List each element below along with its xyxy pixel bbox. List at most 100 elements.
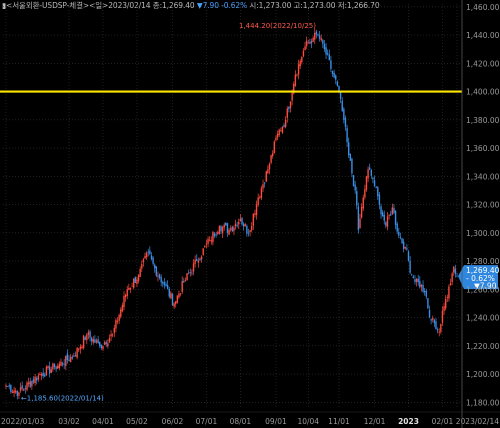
candle-body bbox=[428, 310, 431, 318]
candle-body bbox=[451, 273, 453, 282]
candle-body bbox=[415, 278, 418, 282]
candle-body bbox=[14, 390, 17, 393]
y-tick-label: 1,240.00 bbox=[466, 314, 500, 323]
candle-body bbox=[390, 214, 392, 216]
y-tick-label: 1,200.00 bbox=[466, 370, 500, 379]
candle-body bbox=[181, 280, 183, 292]
candle-body bbox=[5, 385, 7, 387]
candle-body bbox=[246, 225, 248, 234]
y-tick-label: 1,220.00 bbox=[466, 342, 500, 351]
candle-body bbox=[163, 282, 166, 286]
candle-body bbox=[417, 278, 419, 283]
candle-body bbox=[78, 349, 80, 351]
candle-body bbox=[367, 169, 369, 179]
candle-body bbox=[139, 268, 141, 277]
candle-body bbox=[13, 390, 15, 394]
candle-body bbox=[81, 346, 83, 349]
candle-body bbox=[236, 225, 238, 227]
candle-body bbox=[273, 141, 276, 154]
candle-body bbox=[39, 374, 41, 376]
candle-body bbox=[288, 106, 290, 109]
header-date: 2023/02/14 bbox=[108, 1, 151, 10]
candle-body bbox=[263, 182, 266, 184]
candle-body bbox=[228, 230, 230, 235]
candle-body bbox=[393, 207, 395, 213]
candle-body bbox=[275, 137, 277, 141]
chart-header: ▮<서울외환-USDSP-체결><일>2023/02/14 종:1,269.40… bbox=[2, 0, 380, 11]
candle-body bbox=[57, 365, 59, 369]
candle-body bbox=[100, 344, 103, 349]
candle-body bbox=[249, 230, 251, 233]
candle-body bbox=[199, 258, 201, 261]
candle-body bbox=[247, 232, 250, 234]
candle-body bbox=[357, 206, 360, 231]
candle-body bbox=[239, 218, 242, 222]
candle-body bbox=[241, 217, 243, 225]
candle-body bbox=[446, 297, 449, 299]
candle-body bbox=[293, 84, 295, 94]
candle-body bbox=[284, 119, 287, 127]
candle-body bbox=[194, 259, 196, 264]
candle-body bbox=[108, 338, 111, 343]
candle-body bbox=[370, 169, 373, 176]
candle-body bbox=[380, 206, 382, 215]
candle-body bbox=[291, 92, 293, 101]
candle-body bbox=[179, 293, 182, 295]
candle-body bbox=[79, 346, 82, 350]
candle-body bbox=[95, 340, 98, 343]
candle-body bbox=[111, 334, 114, 336]
candle-body bbox=[40, 373, 43, 376]
candle-body bbox=[310, 41, 313, 44]
candle-body bbox=[309, 42, 311, 44]
change-value: ▼7.90 bbox=[196, 1, 219, 10]
candle-body bbox=[283, 124, 285, 127]
candle-body bbox=[412, 276, 415, 279]
badge-change: ▼7.90 bbox=[474, 282, 497, 291]
y-tick-label: 1,180.00 bbox=[466, 398, 500, 407]
change-pct: -0.62% bbox=[221, 1, 248, 10]
candle-body bbox=[149, 250, 151, 255]
candle-body bbox=[330, 60, 332, 69]
candle-body bbox=[438, 331, 440, 333]
candle-body bbox=[377, 187, 379, 197]
candle-body bbox=[89, 331, 91, 338]
candle-body bbox=[68, 359, 70, 362]
candle-body bbox=[152, 257, 154, 264]
candle-body bbox=[6, 386, 9, 387]
candle-body bbox=[381, 212, 384, 217]
candle-body bbox=[411, 274, 413, 276]
candle-body bbox=[205, 243, 208, 245]
candle-body bbox=[118, 315, 120, 321]
candle-body bbox=[436, 329, 439, 331]
candle-body bbox=[157, 275, 159, 277]
candle-body bbox=[204, 245, 206, 248]
x-tick-label: 12/01 bbox=[364, 417, 386, 426]
candle-body bbox=[76, 347, 78, 358]
candle-body bbox=[84, 337, 86, 340]
candle-body bbox=[255, 204, 258, 216]
candle-body bbox=[158, 274, 161, 279]
y-tick-label: 1,400.00 bbox=[466, 88, 500, 97]
candle-body bbox=[34, 376, 36, 384]
x-tick-label: 04/01 bbox=[92, 417, 114, 426]
candle-body bbox=[61, 363, 64, 365]
low-label: 저: bbox=[337, 1, 347, 10]
candle-body bbox=[121, 305, 124, 312]
candle-body bbox=[126, 289, 128, 296]
candle-body bbox=[276, 133, 279, 138]
open-value: 1,273.00 bbox=[258, 1, 292, 10]
y-tick-label: 1,380.00 bbox=[466, 116, 500, 125]
candle-body bbox=[257, 197, 259, 205]
candle-body bbox=[322, 40, 324, 44]
candle-body bbox=[113, 328, 116, 333]
candle-body bbox=[343, 108, 345, 120]
candle-body bbox=[165, 284, 167, 287]
candle-body bbox=[430, 319, 432, 321]
candle-body bbox=[123, 296, 125, 308]
candle-body bbox=[168, 289, 170, 297]
candle-body bbox=[373, 180, 376, 187]
candle-body bbox=[346, 127, 348, 143]
x-tick-label: 10/04 bbox=[297, 417, 319, 426]
candle-body bbox=[218, 225, 221, 234]
candle-body bbox=[27, 382, 30, 385]
